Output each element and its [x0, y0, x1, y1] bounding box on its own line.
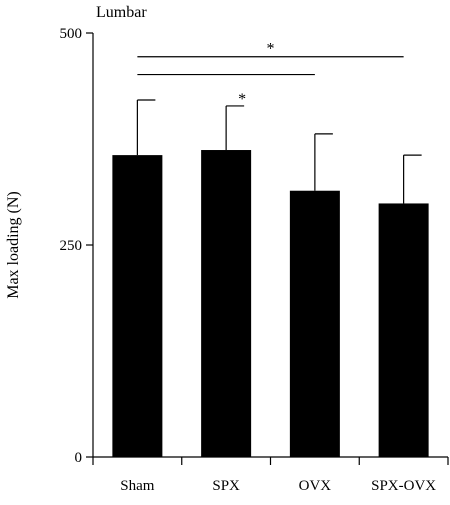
bar: [289, 190, 340, 457]
x-tick-label: SPX-OVX: [371, 478, 436, 494]
x-tick-label: SPX: [212, 478, 240, 494]
x-tick-label: Sham: [120, 478, 155, 494]
error-bars: [136, 99, 422, 204]
y-tick-label: 0: [75, 450, 83, 466]
x-axis-ticks: Sham SPX OVX SPX-OVX: [92, 457, 449, 494]
y-tick-label: 250: [60, 238, 83, 254]
bar-annotation-star: *: [238, 91, 246, 108]
bar: [378, 203, 429, 457]
y-tick-label: 500: [60, 26, 83, 42]
significance-brackets: **: [137, 41, 404, 108]
x-tick-label: OVX: [299, 478, 332, 494]
y-axis-label: Max loading (N): [5, 191, 22, 299]
chart-title: Lumbar: [96, 4, 147, 21]
bar: [201, 150, 252, 458]
significance-star: *: [267, 41, 275, 58]
bar: [112, 155, 163, 457]
y-axis-ticks: 0 250 500: [60, 26, 93, 466]
bars: [112, 150, 429, 458]
